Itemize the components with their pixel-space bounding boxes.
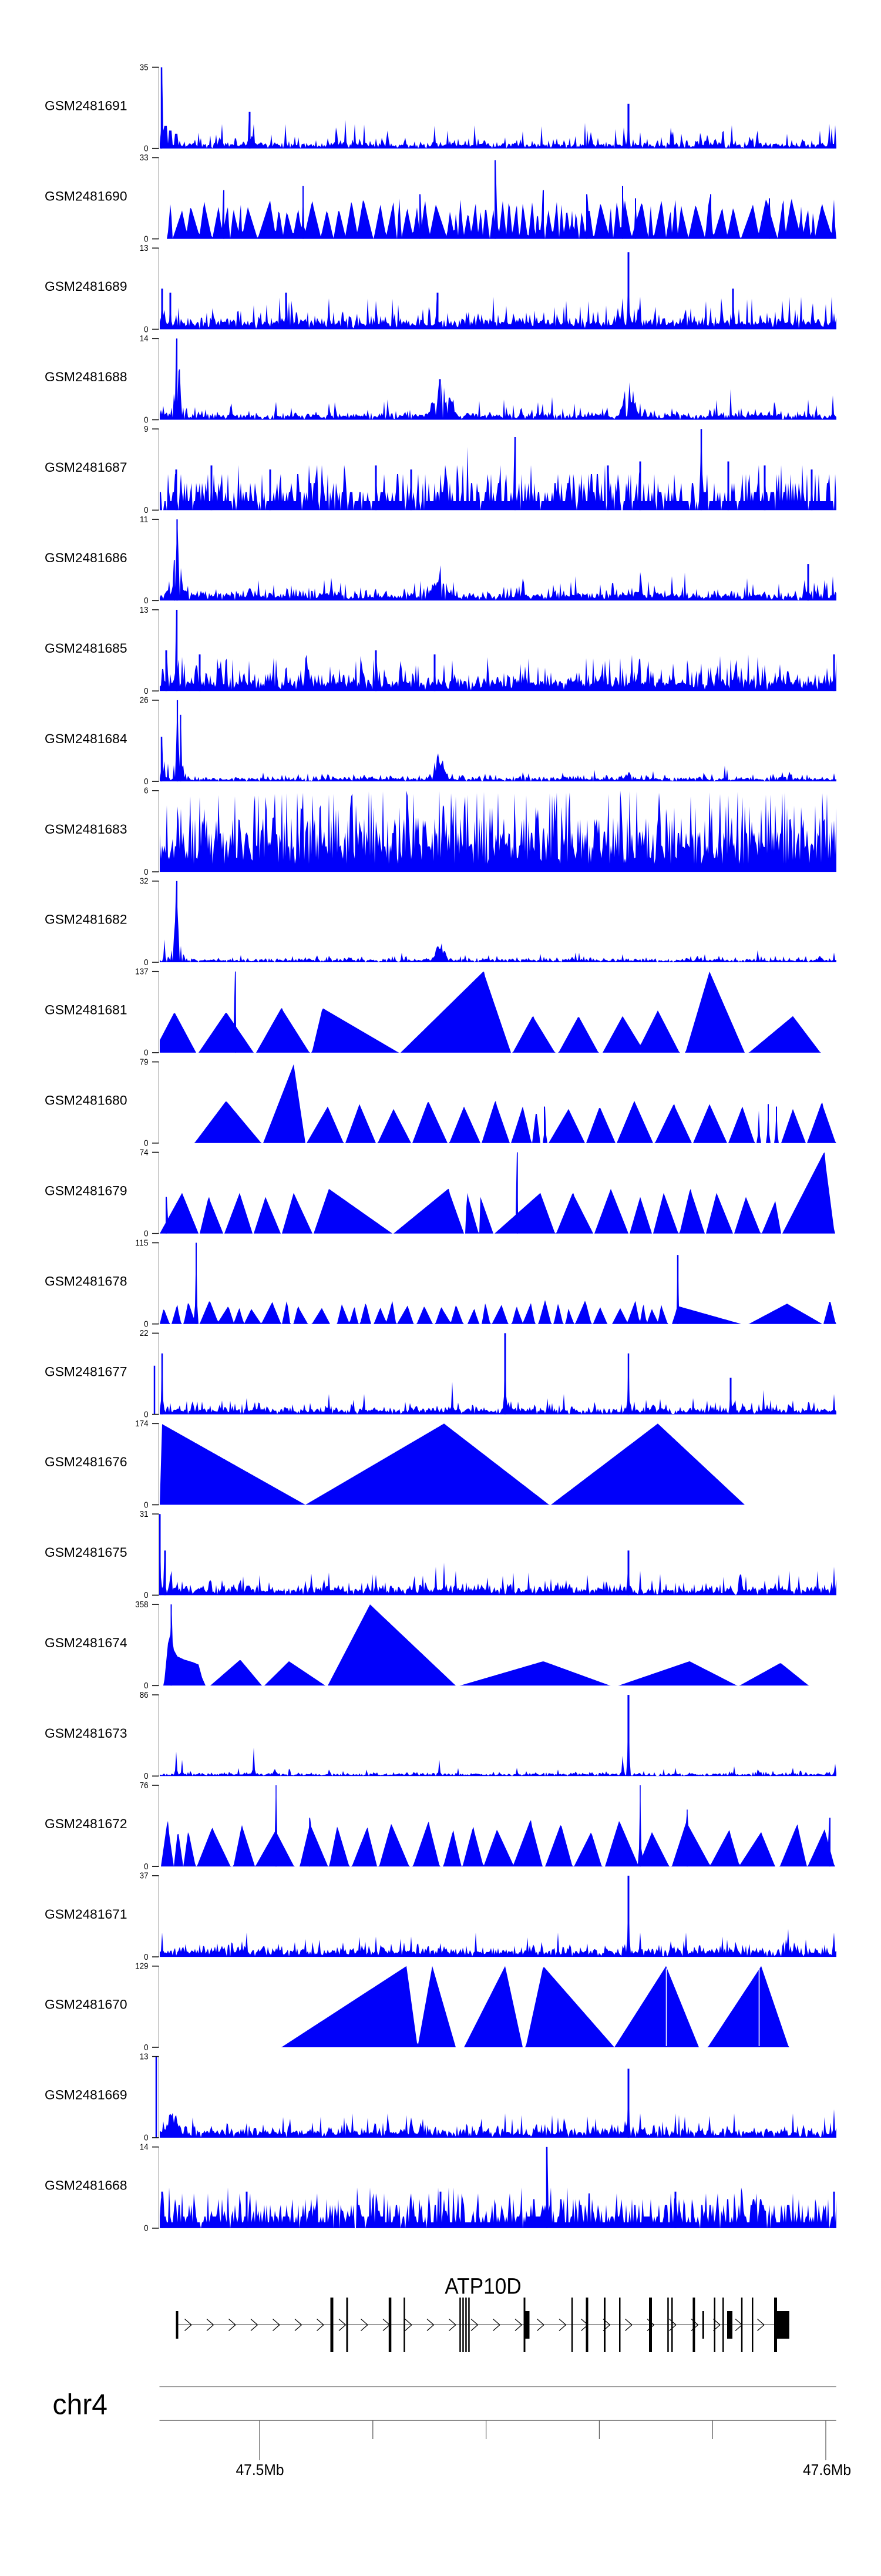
- svg-text:GSM2481683: GSM2481683: [45, 822, 127, 837]
- svg-text:79: 79: [140, 1057, 149, 1067]
- svg-text:GSM2481681: GSM2481681: [45, 1003, 127, 1017]
- svg-text:47.5Mb: 47.5Mb: [236, 2462, 284, 2478]
- svg-text:35: 35: [140, 63, 149, 72]
- svg-text:GSM2481668: GSM2481668: [45, 2178, 127, 2193]
- svg-text:47.6Mb: 47.6Mb: [803, 2462, 851, 2478]
- svg-text:0: 0: [144, 596, 148, 606]
- svg-text:14: 14: [140, 334, 149, 344]
- svg-text:0: 0: [144, 325, 148, 334]
- svg-text:GSM2481673: GSM2481673: [45, 1726, 127, 1741]
- svg-text:0: 0: [144, 2043, 148, 2053]
- svg-text:0: 0: [144, 1410, 148, 1419]
- svg-text:174: 174: [135, 1419, 148, 1429]
- svg-text:0: 0: [144, 145, 148, 154]
- svg-text:GSM2481677: GSM2481677: [45, 1364, 127, 1379]
- svg-text:0: 0: [144, 958, 148, 968]
- svg-text:0: 0: [144, 1049, 148, 1058]
- svg-text:0: 0: [144, 2134, 148, 2143]
- svg-text:0: 0: [144, 234, 148, 244]
- svg-text:9: 9: [144, 425, 148, 434]
- svg-text:GSM2481684: GSM2481684: [45, 731, 127, 746]
- svg-text:0: 0: [144, 1500, 148, 1510]
- svg-text:0: 0: [144, 1953, 148, 1962]
- svg-text:GSM2481670: GSM2481670: [45, 1997, 127, 2012]
- svg-text:32: 32: [140, 877, 149, 886]
- svg-text:358: 358: [135, 1600, 148, 1610]
- svg-text:0: 0: [144, 2224, 148, 2234]
- svg-text:GSM2481675: GSM2481675: [45, 1545, 127, 1560]
- svg-text:0: 0: [144, 1230, 148, 1239]
- svg-text:GSM2481678: GSM2481678: [45, 1274, 127, 1288]
- svg-text:GSM2481669: GSM2481669: [45, 2088, 127, 2103]
- svg-text:GSM2481676: GSM2481676: [45, 1455, 127, 1469]
- svg-text:13: 13: [140, 2053, 149, 2062]
- svg-text:0: 0: [144, 506, 148, 515]
- svg-text:11: 11: [140, 515, 149, 525]
- svg-text:0: 0: [144, 1591, 148, 1600]
- svg-text:137: 137: [135, 968, 148, 977]
- svg-text:GSM2481672: GSM2481672: [45, 1816, 127, 1831]
- svg-text:14: 14: [140, 2143, 149, 2152]
- svg-text:31: 31: [140, 1510, 149, 1519]
- svg-text:GSM2481690: GSM2481690: [45, 189, 127, 203]
- svg-text:GSM2481680: GSM2481680: [45, 1093, 127, 1108]
- svg-text:33: 33: [140, 153, 149, 163]
- svg-text:GSM2481689: GSM2481689: [45, 279, 127, 294]
- svg-text:0: 0: [144, 415, 148, 425]
- svg-text:ATP10D: ATP10D: [445, 2274, 522, 2299]
- svg-text:0: 0: [144, 1862, 148, 1872]
- svg-text:GSM2481682: GSM2481682: [45, 912, 127, 927]
- svg-text:76: 76: [140, 1781, 149, 1791]
- svg-text:0: 0: [144, 1772, 148, 1781]
- svg-text:chr4: chr4: [53, 2389, 108, 2421]
- svg-text:0: 0: [144, 1681, 148, 1691]
- svg-text:129: 129: [135, 1962, 148, 1972]
- svg-text:37: 37: [140, 1872, 149, 1881]
- svg-text:GSM2481687: GSM2481687: [45, 460, 127, 475]
- svg-text:13: 13: [140, 244, 149, 253]
- svg-text:13: 13: [140, 606, 149, 615]
- svg-text:86: 86: [140, 1691, 149, 1700]
- svg-text:22: 22: [140, 1329, 149, 1338]
- svg-text:GSM2481686: GSM2481686: [45, 550, 127, 565]
- svg-text:6: 6: [144, 787, 148, 796]
- svg-text:0: 0: [144, 1139, 148, 1148]
- svg-text:115: 115: [135, 1238, 148, 1248]
- svg-text:0: 0: [144, 687, 148, 696]
- svg-text:0: 0: [144, 868, 148, 877]
- svg-text:GSM2481685: GSM2481685: [45, 641, 127, 656]
- svg-text:GSM2481691: GSM2481691: [45, 98, 127, 113]
- svg-text:26: 26: [140, 696, 149, 706]
- svg-text:GSM2481679: GSM2481679: [45, 1183, 127, 1198]
- svg-text:GSM2481671: GSM2481671: [45, 1907, 127, 1922]
- svg-text:GSM2481688: GSM2481688: [45, 370, 127, 384]
- svg-text:0: 0: [144, 777, 148, 787]
- svg-text:74: 74: [140, 1148, 149, 1157]
- svg-text:0: 0: [144, 1320, 148, 1329]
- svg-text:GSM2481674: GSM2481674: [45, 1635, 127, 1650]
